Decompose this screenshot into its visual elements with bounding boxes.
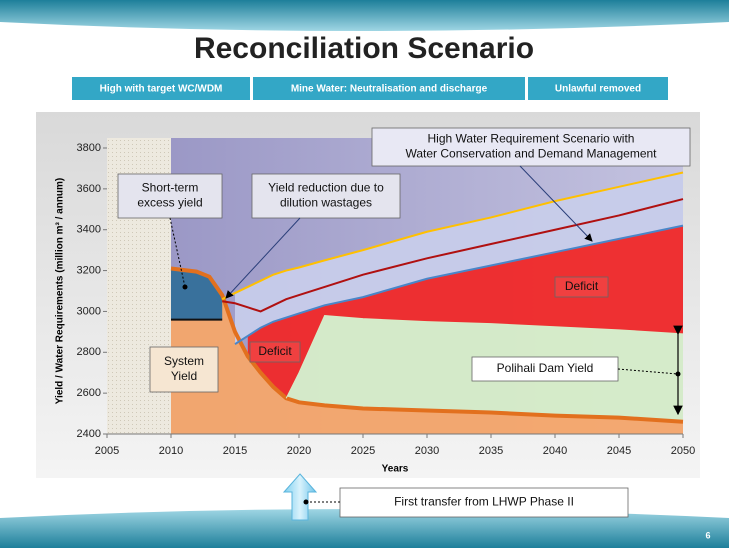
annotation-box xyxy=(149,346,219,393)
annotation-box xyxy=(471,356,619,382)
x-tick-label: 2035 xyxy=(479,445,503,457)
x-tick-label: 2015 xyxy=(223,445,247,457)
annotation-arrow xyxy=(225,217,301,299)
x-tick-label: 2020 xyxy=(287,445,311,457)
x-tick-label: 2050 xyxy=(671,445,695,457)
y-tick-label: 2800 xyxy=(77,346,101,358)
annotation-text: dilution wastages xyxy=(280,196,372,210)
y-axis-label: Yield / Water Requirements (million m³ /… xyxy=(55,178,66,405)
annotation-text: System xyxy=(164,354,204,368)
y-tick-label: 2400 xyxy=(77,428,101,440)
area-fill xyxy=(171,268,683,434)
annotation-text: Polihali Dam Yield xyxy=(497,361,594,375)
annotation-text: Yield xyxy=(171,369,197,383)
top-band xyxy=(0,0,729,31)
area-fill xyxy=(247,225,684,399)
annotation-box xyxy=(249,341,301,363)
y-tick-label: 3000 xyxy=(77,305,101,317)
series-line xyxy=(285,314,684,399)
x-tick-label: 2030 xyxy=(415,445,439,457)
annotation-text: Deficit xyxy=(258,344,292,358)
annotation-box xyxy=(251,173,401,219)
annotation-text: excess yield xyxy=(137,196,202,210)
page-number: 6 xyxy=(705,530,710,540)
series-line xyxy=(234,224,684,345)
series-line xyxy=(221,171,684,301)
overlay: High Water Requirement Scenario withWate… xyxy=(117,127,691,521)
x-tick-label: 2010 xyxy=(159,445,183,457)
transfer-arrow xyxy=(282,473,318,521)
annotation-box xyxy=(117,173,223,219)
x-axis-label: Years xyxy=(382,464,409,475)
annotation-text: First transfer from LHWP Phase II xyxy=(394,495,574,509)
area-fill xyxy=(235,172,683,345)
y-tick-label: 2600 xyxy=(77,387,101,399)
annotation-dot xyxy=(675,371,681,377)
bottom-band xyxy=(0,509,729,548)
annotation-arrow xyxy=(519,165,593,242)
annotation-text: Water Conservation and Demand Management xyxy=(405,147,657,161)
annotation-text: Yield reduction due to xyxy=(268,181,384,195)
x-tick-label: 2025 xyxy=(351,445,375,457)
annotation-dot xyxy=(303,499,309,505)
tab xyxy=(253,77,525,100)
annotation-text: Short-term xyxy=(142,181,199,195)
tab-label: Mine Water: Neutralisation and discharge xyxy=(291,84,488,95)
annotation-dot xyxy=(182,284,188,290)
title: Reconciliation Scenario xyxy=(194,32,534,65)
tab-label: Unlawful removed xyxy=(555,84,641,95)
x-tick-label: 2005 xyxy=(95,445,119,457)
annotation-box xyxy=(554,276,609,298)
annotation-box xyxy=(371,127,691,167)
y-tick-label: 3600 xyxy=(77,183,101,195)
x-tick-label: 2045 xyxy=(607,445,631,457)
tab xyxy=(72,77,250,100)
y-tick-label: 3200 xyxy=(77,264,101,276)
tab xyxy=(528,77,668,100)
annotation-box xyxy=(339,487,629,518)
tab-label: High with target WC/WDM xyxy=(100,84,223,95)
y-tick-label: 3800 xyxy=(77,142,101,154)
annotation-text: High Water Requirement Scenario with xyxy=(428,132,635,146)
y-tick-label: 3400 xyxy=(77,224,101,236)
x-tick-label: 2040 xyxy=(543,445,567,457)
series-line xyxy=(222,198,684,313)
annotation-text: Deficit xyxy=(565,279,599,293)
